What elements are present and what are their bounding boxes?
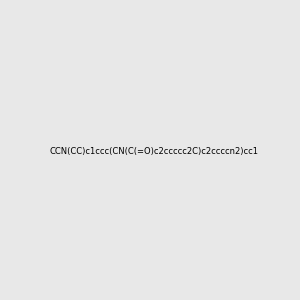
Text: CCN(CC)c1ccc(CN(C(=O)c2ccccc2C)c2ccccn2)cc1: CCN(CC)c1ccc(CN(C(=O)c2ccccc2C)c2ccccn2)… [49, 147, 258, 156]
